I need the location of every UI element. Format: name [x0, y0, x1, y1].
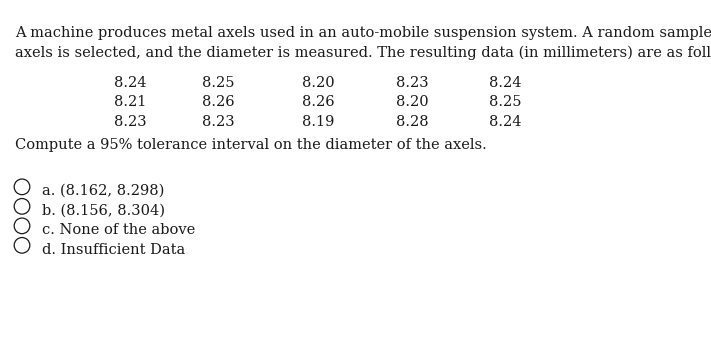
Text: a. (8.162, 8.298): a. (8.162, 8.298) [42, 184, 164, 198]
Text: 8.24: 8.24 [488, 115, 521, 129]
Text: 8.26: 8.26 [301, 95, 334, 110]
Text: Compute a 95% tolerance interval on the diameter of the axels.: Compute a 95% tolerance interval on the … [15, 138, 487, 152]
Text: 8.23: 8.23 [114, 115, 146, 129]
Text: 8.25: 8.25 [488, 95, 521, 110]
Text: 8.23: 8.23 [396, 76, 428, 90]
Text: 8.24: 8.24 [488, 76, 521, 90]
Text: 8.25: 8.25 [202, 76, 234, 90]
Text: 8.26: 8.26 [202, 95, 235, 110]
Text: 8.28: 8.28 [396, 115, 428, 129]
Text: 8.20: 8.20 [301, 76, 334, 90]
Text: A machine produces metal axels used in an auto-mobile suspension system. A rando: A machine produces metal axels used in a… [15, 26, 711, 40]
Text: b. (8.156, 8.304): b. (8.156, 8.304) [42, 204, 165, 218]
Text: c. None of the above: c. None of the above [42, 223, 196, 237]
Text: 8.19: 8.19 [301, 115, 334, 129]
Text: axels is selected, and the diameter is measured. The resulting data (in millimet: axels is selected, and the diameter is m… [15, 46, 711, 61]
Text: 8.20: 8.20 [396, 95, 428, 110]
Text: d. Insufficient Data: d. Insufficient Data [42, 242, 186, 257]
Text: 8.21: 8.21 [114, 95, 146, 110]
Text: 8.24: 8.24 [114, 76, 146, 90]
Text: 8.23: 8.23 [202, 115, 235, 129]
